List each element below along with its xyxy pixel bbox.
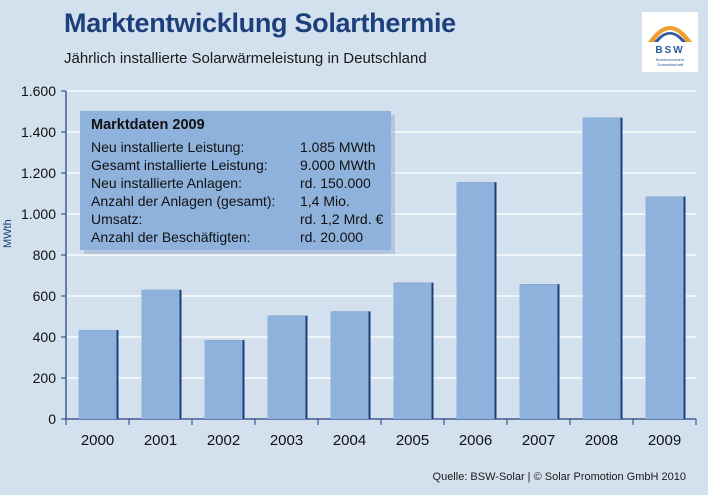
bar <box>330 311 369 419</box>
x-tick-label: 2009 <box>648 432 681 449</box>
y-tick-label: 1.600 <box>21 83 56 99</box>
logo-subtext: Bundesverband Solarwirtschaft <box>655 57 685 67</box>
bar <box>582 117 621 420</box>
y-tick-label: 200 <box>33 370 57 386</box>
market-data-value: rd. 150.000 <box>300 175 371 191</box>
market-data-value: 1.085 MWth <box>300 139 376 155</box>
x-tick-label: 2001 <box>144 432 177 449</box>
chart-title: Marktentwicklung Solarthermie <box>64 8 456 38</box>
bar <box>645 196 684 419</box>
bar <box>141 289 180 419</box>
chart-subtitle: Jährlich installierte Solarwärmeleistung… <box>64 50 427 67</box>
sun-arc-icon <box>648 26 692 42</box>
market-data-label: Gesamt installierte Leistung: <box>91 157 268 173</box>
logo-text: BSW <box>655 45 685 56</box>
market-data-row: Umsatz: rd. 1,2 Mrd. € <box>91 211 391 229</box>
x-tick-label: 2004 <box>333 432 366 449</box>
y-tick-label: 800 <box>33 247 57 263</box>
market-data-value: rd. 1,2 Mrd. € <box>300 211 384 227</box>
y-tick-label: 1.200 <box>21 165 56 181</box>
y-tick-label: 400 <box>33 329 57 345</box>
market-data-label: Umsatz: <box>91 211 143 227</box>
market-data-label: Anzahl der Beschäftigten: <box>91 229 251 245</box>
market-data-value: rd. 20.000 <box>300 229 364 245</box>
y-tick-label: 1.400 <box>21 124 56 140</box>
y-tick-label: 1.000 <box>21 206 56 222</box>
market-data-box: Marktdaten 2009 Neu installierte Leistun… <box>80 111 391 250</box>
bar <box>267 315 306 419</box>
y-tick-label: 0 <box>48 411 56 427</box>
bar <box>456 182 495 419</box>
market-data-value: 1,4 Mio. <box>300 193 350 209</box>
market-data-label: Neu installierte Anlagen: <box>91 175 242 191</box>
x-tick-label: 2005 <box>396 432 429 449</box>
x-tick-label: 2007 <box>522 432 555 449</box>
market-data-row: Gesamt installierte Leistung: 9.000 MWth <box>91 157 391 175</box>
market-data-row: Neu installierte Leistung: 1.085 MWth <box>91 139 391 157</box>
x-tick-label: 2006 <box>459 432 492 449</box>
x-tick-label: 2008 <box>585 432 618 449</box>
market-data-label: Neu installierte Leistung: <box>91 139 245 155</box>
market-data-label: Anzahl der Anlagen (gesamt): <box>91 193 276 209</box>
bar <box>78 330 117 419</box>
bar <box>519 284 558 419</box>
x-tick-label: 2003 <box>270 432 303 449</box>
y-tick-label: 600 <box>33 288 57 304</box>
market-data-row: Anzahl der Beschäftigten: rd. 20.000 <box>91 229 391 247</box>
x-tick-label: 2002 <box>207 432 240 449</box>
market-data-row: Neu installierte Anlagen: rd. 150.000 <box>91 175 391 193</box>
bsw-logo: BSW Bundesverband Solarwirtschaft <box>642 12 698 72</box>
market-data-row: Anzahl der Anlagen (gesamt): 1,4 Mio. <box>91 193 391 211</box>
bar <box>393 282 432 419</box>
market-data-title: Marktdaten 2009 <box>91 117 205 133</box>
x-tick-label: 2000 <box>81 432 114 449</box>
source-note: Quelle: BSW-Solar | © Solar Promotion Gm… <box>432 471 686 483</box>
bar <box>204 340 243 419</box>
market-data-value: 9.000 MWth <box>300 157 376 173</box>
